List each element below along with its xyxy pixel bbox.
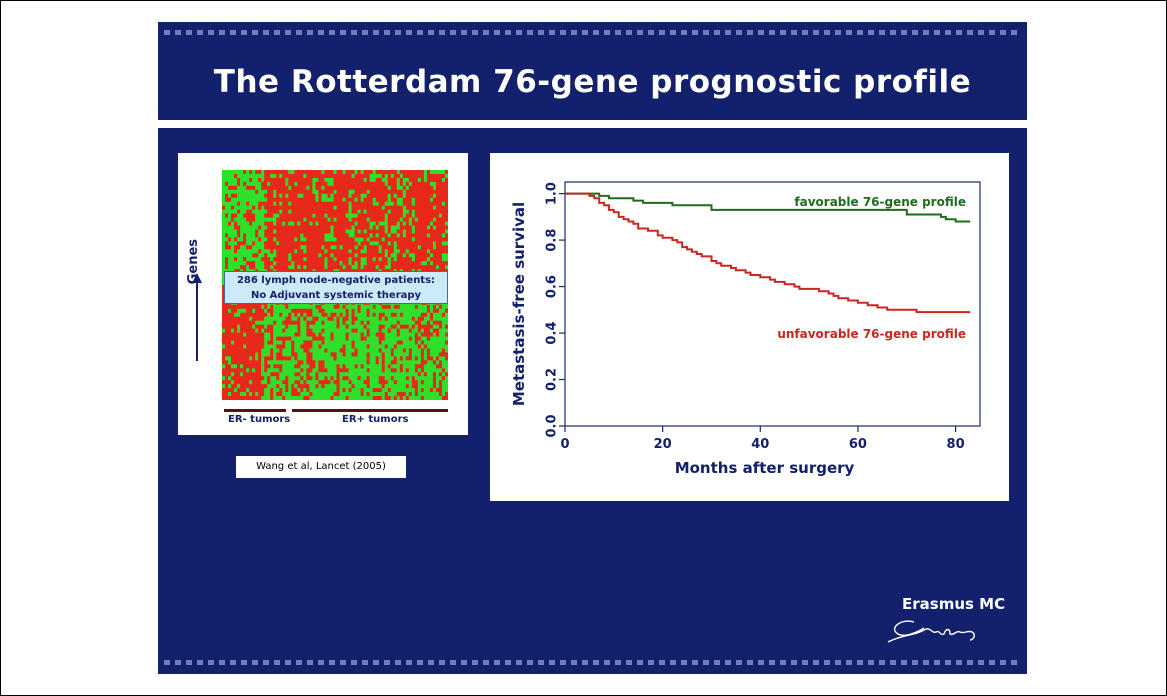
series-line-favorable — [565, 192, 971, 223]
series-label-favorable: favorable 76-gene profile — [794, 195, 966, 209]
arrow-up-icon — [192, 273, 202, 361]
series-label-unfavorable: unfavorable 76-gene profile — [777, 327, 966, 341]
citation: Wang et al, Lancet (2005) — [236, 456, 406, 478]
y-tick-label: 1.0 — [545, 182, 560, 205]
x-tick-label: 60 — [849, 437, 867, 452]
x-tick-label: 0 — [560, 437, 569, 452]
survival-chart-panel: 0 20 40 60 80 0.0 0.2 0.4 0.6 0.8 1.0 Months after … — [490, 153, 1009, 501]
heatmap-cells — [222, 170, 448, 400]
er-positive-label: ER+ tumors — [342, 414, 409, 425]
er-positive-bar — [292, 409, 448, 412]
gene-expression-heatmap — [222, 170, 448, 400]
slide-title: The Rotterdam 76-gene prognostic profile — [213, 64, 972, 100]
erasmus-signature-icon — [887, 620, 975, 643]
x-axis-label: Months after surgery — [675, 459, 855, 477]
y-tick-label: 0.6 — [545, 275, 560, 298]
plot-frame — [564, 181, 981, 427]
x-tick-label: 40 — [751, 437, 769, 452]
survival-chart: 0 20 40 60 80 0.0 0.2 0.4 0.6 0.8 1.0 Months after … — [510, 181, 981, 477]
x-tick-label: 20 — [654, 437, 672, 452]
y-axis-label: Metastasis-free survival — [510, 202, 528, 406]
title-rule — [158, 120, 1027, 128]
y-tick-label: 0.8 — [545, 229, 560, 252]
er-negative-label: ER- tumors — [228, 414, 291, 425]
erasmus-logo-text: Erasmus MC — [902, 595, 1006, 613]
y-tick-label: 0.4 — [545, 322, 560, 345]
patients-info-box: 286 lymph node-negative patients: No Adj… — [224, 271, 448, 304]
bottom-dotted-border — [164, 660, 1021, 665]
slide: The Rotterdam 76-gene prognostic profile… — [158, 22, 1027, 674]
heatmap-panel: Genes 286 lymph node-negative patients: … — [178, 153, 468, 435]
patients-line-2: No Adjuvant systemic therapy — [250, 290, 422, 301]
er-negative-bar — [224, 409, 286, 412]
series-line-unfavorable — [565, 192, 971, 314]
x-tick-label: 80 — [947, 437, 965, 452]
patients-line-1: 286 lymph node-negative patients: — [236, 275, 436, 286]
top-dotted-border — [164, 30, 1021, 35]
y-tick-label: 0.0 — [545, 414, 560, 437]
y-tick-label: 0.2 — [545, 368, 560, 391]
